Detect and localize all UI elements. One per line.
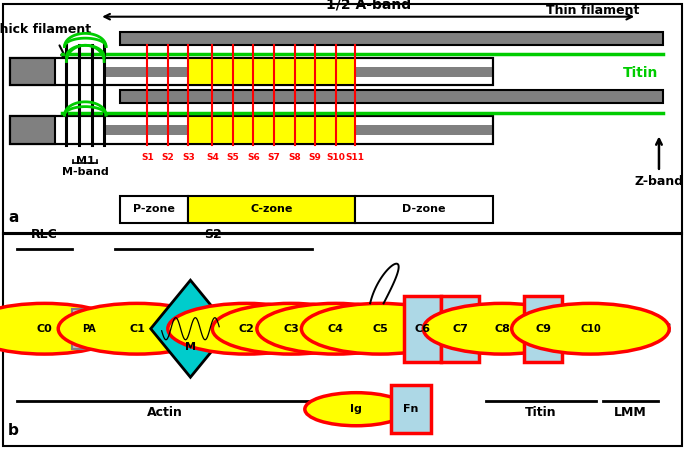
Bar	[188, 58, 355, 85]
Text: C10: C10	[580, 324, 601, 334]
Text: S10: S10	[326, 153, 345, 162]
Text: D-zone: D-zone	[402, 204, 446, 214]
Text: C: C	[660, 322, 670, 336]
Text: Z-band: Z-band	[634, 176, 684, 188]
Bar	[442, 296, 479, 362]
Circle shape	[305, 393, 408, 426]
Text: Titin: Titin	[623, 66, 659, 80]
Bar	[525, 296, 562, 362]
Text: C7: C7	[452, 324, 469, 334]
Text: C-zone: C-zone	[251, 204, 292, 214]
Text: Ig: Ig	[350, 404, 362, 414]
Bar	[106, 67, 493, 76]
Text: S1: S1	[141, 153, 153, 162]
Text: 1/2 A-band: 1/2 A-band	[325, 0, 411, 12]
Text: P-zone: P-zone	[133, 204, 175, 214]
Bar	[10, 116, 493, 144]
Text: C2: C2	[238, 324, 255, 334]
Text: S3: S3	[182, 153, 195, 162]
Bar	[120, 196, 188, 223]
Text: M1: M1	[75, 156, 95, 166]
Text: Thin filament: Thin filament	[546, 4, 639, 17]
Circle shape	[257, 303, 414, 354]
Bar	[188, 116, 355, 144]
Bar	[391, 385, 431, 433]
Text: S9: S9	[309, 153, 321, 162]
Circle shape	[168, 303, 325, 354]
Text: S11: S11	[345, 153, 364, 162]
Text: C9: C9	[535, 324, 551, 334]
Text: a: a	[8, 211, 18, 225]
Bar	[10, 58, 493, 85]
Text: C6: C6	[414, 324, 431, 334]
Text: Fn: Fn	[403, 404, 419, 414]
Text: C0: C0	[37, 324, 52, 334]
Text: M-band: M-band	[62, 167, 108, 177]
Text: LMM: LMM	[614, 406, 647, 419]
Text: PA: PA	[82, 324, 96, 334]
Text: Thick filament: Thick filament	[0, 23, 91, 36]
Bar	[404, 296, 441, 362]
Text: C3: C3	[284, 324, 299, 334]
Bar	[120, 90, 663, 103]
Bar	[10, 58, 55, 85]
Text: N: N	[4, 322, 15, 336]
Text: C8: C8	[494, 324, 510, 334]
Text: S6: S6	[247, 153, 260, 162]
Text: b: b	[8, 423, 19, 438]
Bar	[120, 32, 663, 45]
Text: RLC: RLC	[31, 228, 58, 240]
Bar	[10, 58, 493, 85]
Text: S5: S5	[227, 153, 239, 162]
Circle shape	[212, 303, 370, 354]
Bar	[10, 116, 55, 144]
Text: S8: S8	[288, 153, 301, 162]
Bar	[10, 116, 493, 144]
Circle shape	[512, 303, 669, 354]
Bar	[72, 309, 106, 349]
Bar	[355, 196, 493, 223]
Bar	[188, 196, 355, 223]
Text: C1: C1	[129, 324, 145, 334]
Polygon shape	[151, 280, 230, 377]
Text: Actin: Actin	[147, 406, 182, 419]
Circle shape	[423, 303, 581, 354]
Text: C4: C4	[327, 324, 344, 334]
Text: S7: S7	[268, 153, 280, 162]
Text: S4: S4	[206, 153, 219, 162]
Bar	[106, 125, 493, 135]
Circle shape	[58, 303, 216, 354]
Text: S2: S2	[162, 153, 174, 162]
Circle shape	[301, 303, 459, 354]
Text: C5: C5	[373, 324, 388, 334]
Circle shape	[0, 303, 123, 354]
Text: Titin: Titin	[525, 406, 557, 419]
Text: S2: S2	[205, 228, 222, 240]
Text: M: M	[185, 342, 196, 352]
